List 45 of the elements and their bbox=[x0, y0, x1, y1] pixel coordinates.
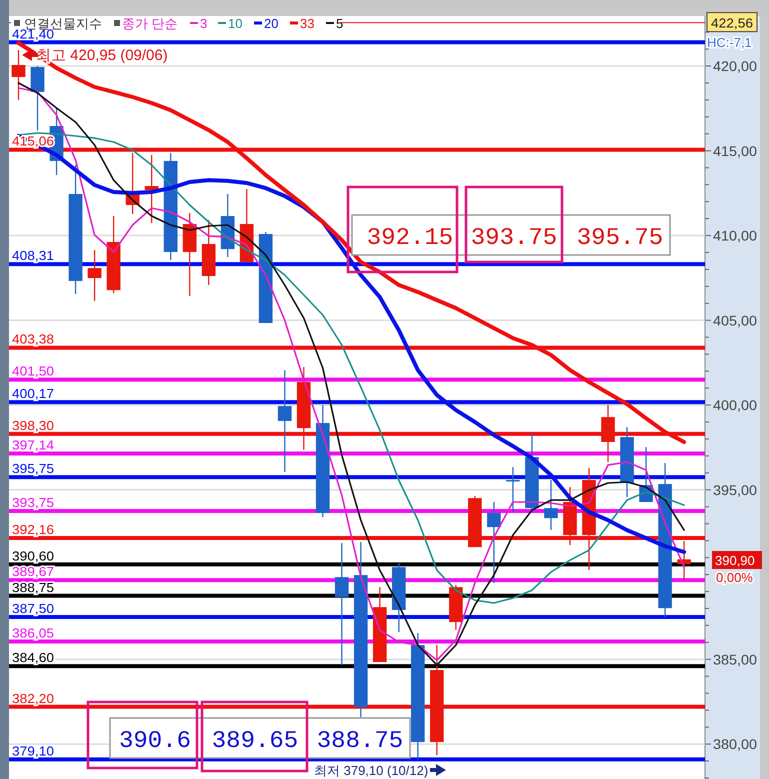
ref-line-label: 386,05 bbox=[12, 626, 54, 641]
y-tick-label: 405,00 bbox=[713, 312, 758, 328]
y-tick-label: 400,00 bbox=[713, 397, 758, 414]
ref-line-label: 422,56 bbox=[711, 16, 753, 31]
text: 0,00% bbox=[716, 570, 754, 585]
ref-line-label: 400,17 bbox=[12, 386, 54, 402]
ref-line-label: 408,31 bbox=[12, 248, 54, 264]
legend-label: 5 bbox=[336, 16, 344, 31]
y-tick-label: 395,00 bbox=[713, 482, 758, 498]
ref-line-label: 403,38 bbox=[12, 332, 54, 347]
ref-line-label: 398,30 bbox=[12, 418, 54, 433]
candlestick bbox=[506, 466, 520, 513]
ref-line-label: 387,50 bbox=[12, 600, 54, 616]
ref-line-label: 401,50 bbox=[12, 364, 54, 379]
ref-line-label: 390,60 bbox=[12, 548, 54, 564]
candlestick bbox=[88, 250, 102, 302]
ref-line-label: 388,75 bbox=[12, 580, 54, 595]
ref-line-label: 397,14 bbox=[12, 438, 54, 453]
ref-line-label: 392,16 bbox=[12, 522, 54, 537]
ref-line-label: 379,10 bbox=[12, 743, 54, 758]
candlestick bbox=[334, 542, 349, 666]
ref-line-label: 389,67 bbox=[12, 564, 54, 580]
y-tick-label: 420,00 bbox=[713, 58, 758, 74]
y-tick-label: 385,00 bbox=[713, 651, 758, 668]
legend-title: 종가 단순 bbox=[122, 16, 178, 31]
legend-label: 20 bbox=[264, 16, 278, 31]
legend-label: 3 bbox=[200, 16, 208, 31]
legend-label: 33 bbox=[300, 16, 314, 31]
legend-label: 10 bbox=[228, 16, 242, 31]
annotation: 최저 379,10 (10/12) bbox=[314, 763, 428, 778]
y-tick-label: 410,00 bbox=[713, 228, 758, 244]
annotation: 390.6 389.65 388.75 bbox=[118, 728, 404, 755]
ref-line-label: 382,20 bbox=[12, 690, 54, 706]
candlestick bbox=[544, 479, 558, 531]
text: HC:-7,1 bbox=[707, 35, 752, 50]
ref-line-label: 384,60 bbox=[12, 650, 54, 666]
y-tick-label: 380,00 bbox=[713, 736, 758, 752]
annotation: 392.15 393.75 395.75 bbox=[366, 225, 664, 252]
candlestick bbox=[12, 49, 26, 101]
text: 390,90 bbox=[715, 553, 755, 568]
candlestick bbox=[278, 370, 292, 473]
ref-line-label: 393,75 bbox=[12, 494, 54, 510]
candlestick bbox=[487, 501, 501, 584]
y-tick-label: 415,00 bbox=[713, 142, 758, 159]
ref-line-label: 395,75 bbox=[12, 461, 54, 476]
